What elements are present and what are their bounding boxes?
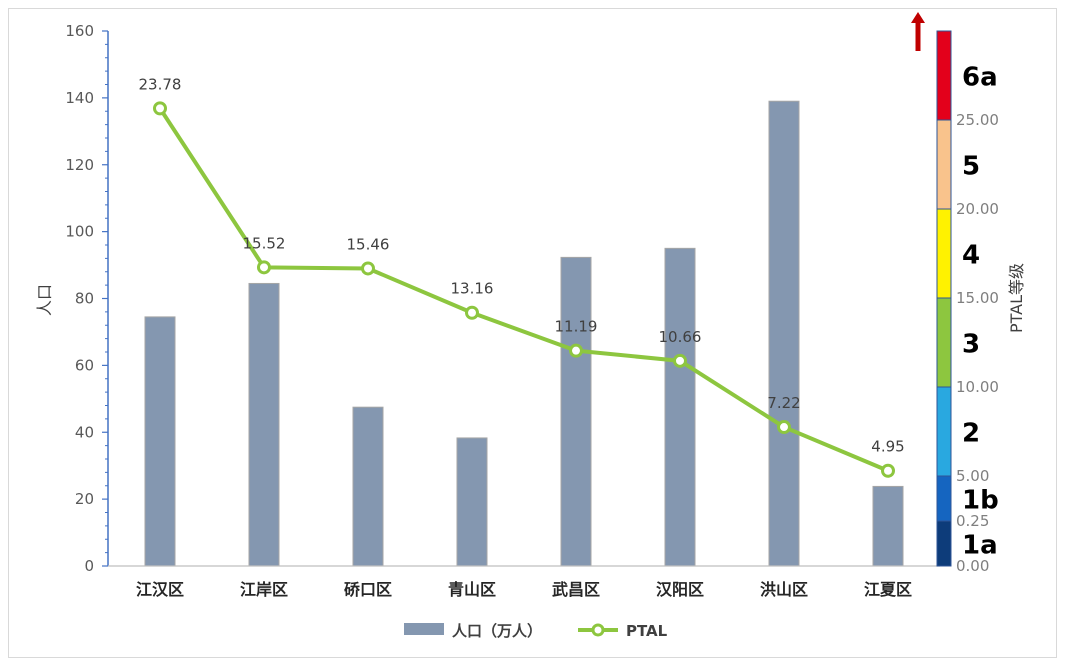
ptal-data-label: 4.95 (871, 438, 904, 456)
ptal-tick-label: 0.00 (956, 557, 989, 575)
ptal-data-label: 7.22 (767, 394, 800, 412)
bars (144, 100, 904, 567)
ptal-band (936, 386, 952, 477)
ptal-tick-label: 15.00 (956, 289, 999, 307)
y2-axis-title: PTAL等级 (1007, 263, 1026, 333)
y-axis-title: 人口 (35, 284, 54, 316)
ptal-scale: 1a 1b 2 3 4 5 6a 0.00 0.25 5.00 10.00 15.00 20.00 25.… (911, 12, 1026, 575)
ptal-point (673, 353, 687, 368)
y-tick-label: 140 (65, 89, 94, 107)
bar (664, 247, 696, 567)
ptal-data-label: 13.16 (451, 280, 494, 298)
y-tick-label: 60 (75, 356, 94, 374)
x-tick-label: 青山区 (448, 580, 496, 599)
y-tick-label: 20 (75, 490, 94, 508)
ptal-data-label: 23.78 (139, 75, 182, 93)
bar (456, 437, 488, 567)
x-tick-label: 江岸区 (240, 580, 288, 599)
bar (560, 256, 592, 567)
ptal-data-label: 11.19 (555, 318, 598, 336)
y-tick-label: 160 (65, 22, 94, 40)
y-tick-label: 40 (75, 423, 94, 441)
ptal-tick-label: 20.00 (956, 200, 999, 218)
legend-line-label: PTAL (626, 622, 668, 640)
ptal-level-label: 6a (962, 63, 998, 93)
legend: 人口（万人） PTAL (404, 622, 668, 640)
ptal-level-label: 3 (962, 330, 980, 360)
ptal-tick-label: 10.00 (956, 378, 999, 396)
up-arrow-icon (911, 12, 925, 51)
y-axis: 0 20 40 60 80 100 120 140 160 人口 (35, 22, 109, 575)
x-tick-label: 洪山区 (760, 580, 808, 599)
bar (768, 100, 800, 567)
ptal-level-label: 4 (962, 241, 980, 271)
ptal-band (936, 520, 952, 567)
ptal-band (936, 119, 952, 210)
legend-line-marker (591, 623, 605, 637)
ptal-level-label: 2 (962, 419, 980, 449)
ptal-band (936, 30, 952, 121)
ptal-data-label: 15.46 (347, 235, 390, 253)
x-tick-label: 汉阳区 (656, 580, 704, 599)
y-tick-label: 120 (65, 156, 94, 174)
ptal-level-label: 1a (962, 531, 998, 561)
ptal-point (465, 305, 479, 320)
x-tick-label: 武昌区 (552, 580, 600, 599)
bar (144, 316, 176, 567)
ptal-band (936, 297, 952, 388)
ptal-tick-label: 5.00 (956, 467, 989, 485)
y-tick-label: 80 (75, 290, 94, 308)
ptal-band (936, 475, 952, 522)
ptal-point (257, 260, 271, 275)
ptal-tick-label: 25.00 (956, 111, 999, 129)
ptal-data-label: 15.52 (243, 234, 286, 252)
ptal-band (936, 208, 952, 299)
x-axis: 江汉区 江岸区 硚口区 青山区 武昌区 汉阳区 洪山区 江夏区 (108, 565, 940, 599)
ptal-line: 23.78 15.52 15.46 13.16 11.19 10.66 7.22 4.95 (139, 75, 905, 478)
ptal-data-label: 10.66 (659, 328, 702, 346)
ptal-series-line (158, 107, 889, 473)
bar (352, 406, 384, 567)
ptal-point (777, 420, 791, 435)
x-tick-label: 江夏区 (864, 580, 912, 599)
ptal-point (569, 343, 583, 358)
x-tick-label: 硚口区 (344, 580, 392, 599)
ptal-point (361, 261, 375, 276)
x-tick-label: 江汉区 (136, 580, 184, 599)
y-tick-label: 100 (65, 223, 94, 241)
bar (872, 485, 904, 567)
ptal-level-label: 5 (962, 152, 980, 182)
y-tick-label: 0 (84, 557, 94, 575)
ptal-tick-label: 0.25 (956, 512, 989, 530)
bar (248, 282, 280, 567)
legend-bar-label: 人口（万人） (452, 622, 542, 640)
legend-bar-swatch (404, 623, 444, 635)
ptal-level-label: 1b (962, 486, 999, 516)
ptal-point (881, 463, 895, 478)
ptal-point (153, 101, 167, 116)
